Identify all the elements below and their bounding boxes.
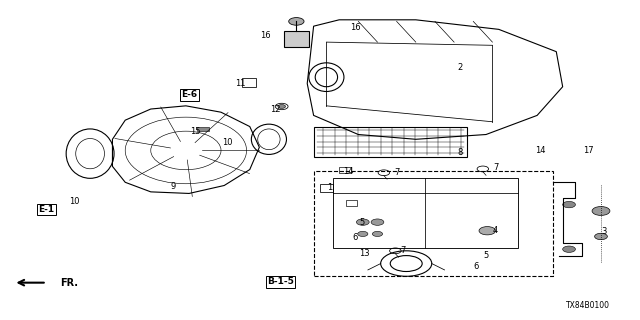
Text: 1: 1: [327, 183, 332, 192]
Text: 4: 4: [493, 226, 499, 235]
Text: 5: 5: [359, 218, 364, 227]
Circle shape: [358, 231, 368, 236]
Bar: [346, 200, 357, 206]
Circle shape: [372, 231, 383, 236]
Text: 9: 9: [170, 182, 176, 191]
Text: 14: 14: [535, 146, 545, 155]
Text: 2: 2: [458, 63, 463, 72]
Circle shape: [356, 219, 369, 225]
Bar: [339, 167, 351, 173]
Text: 8: 8: [458, 148, 463, 156]
Bar: [333, 178, 518, 248]
Text: FR.: FR.: [60, 278, 78, 288]
Bar: [314, 126, 467, 157]
Circle shape: [592, 206, 610, 215]
Text: 16: 16: [350, 23, 360, 32]
Bar: [284, 31, 308, 47]
Text: 7: 7: [493, 164, 499, 172]
Text: 6: 6: [474, 262, 479, 271]
Bar: [320, 184, 333, 192]
Circle shape: [479, 227, 495, 235]
Text: 12: 12: [270, 105, 280, 114]
Text: 10: 10: [222, 138, 233, 147]
Text: 7: 7: [394, 168, 399, 177]
Text: E-1: E-1: [38, 205, 55, 214]
Bar: [314, 171, 553, 276]
Text: 11: 11: [235, 79, 245, 88]
Circle shape: [289, 18, 304, 25]
Text: 15: 15: [190, 127, 201, 136]
Text: 10: 10: [69, 197, 79, 206]
Circle shape: [563, 201, 575, 208]
Text: 13: 13: [360, 249, 370, 258]
Text: TX84B0100: TX84B0100: [566, 301, 610, 310]
Text: 3: 3: [602, 227, 607, 236]
Text: 6: 6: [353, 233, 358, 242]
Text: 7: 7: [401, 246, 406, 255]
Circle shape: [563, 246, 575, 252]
Circle shape: [371, 219, 384, 225]
Text: 5: 5: [483, 251, 489, 260]
Bar: [242, 78, 256, 87]
Text: 16: 16: [260, 31, 271, 40]
Text: 17: 17: [583, 146, 593, 155]
Text: 14: 14: [344, 167, 354, 176]
Circle shape: [595, 233, 607, 240]
Bar: [197, 127, 209, 131]
Circle shape: [278, 105, 285, 108]
Text: B-1-5: B-1-5: [267, 277, 294, 286]
Text: E-6: E-6: [181, 90, 197, 99]
